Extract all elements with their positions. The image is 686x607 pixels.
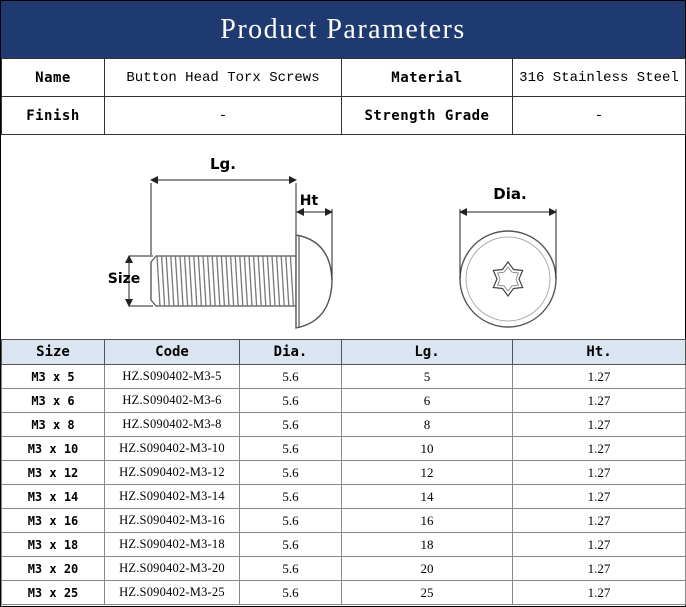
page-title: Product Parameters (1, 1, 685, 58)
header-lg: Lg. (341, 339, 513, 365)
cell-lg: 14 (341, 484, 513, 509)
cell-lg: 18 (341, 532, 513, 557)
table-row: M3 x 25 HZ.S090402-M3-25 5.6 25 1.27 (1, 580, 686, 605)
table-row: M3 x 8 HZ.S090402-M3-8 5.6 8 1.27 (1, 412, 686, 437)
ht-dimension: Ht (296, 193, 333, 280)
grade-label: Strength Grade (341, 96, 513, 135)
name-label: Name (1, 58, 105, 97)
size-label: Size (108, 271, 141, 287)
cell-lg: 6 (341, 388, 513, 413)
cell-lg: 5 (341, 364, 513, 389)
cell-dia: 5.6 (239, 484, 342, 509)
cell-ht: 1.27 (512, 388, 686, 413)
cell-code: HZ.S090402-M3-14 (104, 484, 240, 509)
cell-dia: 5.6 (239, 436, 342, 461)
table-row: M3 x 20 HZ.S090402-M3-20 5.6 20 1.27 (1, 556, 686, 581)
cell-size: M3 x 6 (1, 388, 105, 413)
cell-lg: 12 (341, 460, 513, 485)
torx-recess-icon (492, 260, 524, 298)
cell-dia: 5.6 (239, 364, 342, 389)
header-code: Code (104, 339, 240, 365)
cell-ht: 1.27 (512, 484, 686, 509)
screw-front-view (459, 230, 557, 328)
dia-dimension: Dia. (459, 185, 557, 279)
cell-size: M3 x 18 (1, 532, 105, 557)
specs-header-row: Size Code Dia. Lg. Ht. (1, 339, 686, 365)
header-size: Size (1, 339, 105, 365)
screw-side-view (150, 234, 333, 329)
cell-code: HZ.S090402-M3-8 (104, 412, 240, 437)
cell-ht: 1.27 (512, 460, 686, 485)
header-dia: Dia. (239, 339, 342, 365)
cell-size: M3 x 10 (1, 436, 105, 461)
specs-table: Size Code Dia. Lg. Ht. M3 x 5 HZ.S090402-… (1, 339, 686, 605)
cell-lg: 20 (341, 556, 513, 581)
header-ht: Ht. (512, 339, 686, 365)
material-value: 316 Stainless Steel (512, 58, 686, 97)
material-label: Material (341, 58, 513, 97)
screw-drawing: Lg. Ht Size (108, 155, 557, 329)
table-row: M3 x 6 HZ.S090402-M3-6 5.6 6 1.27 (1, 388, 686, 413)
table-row: M3 x 18 HZ.S090402-M3-18 5.6 18 1.27 (1, 532, 686, 557)
params-table: Name Button Head Torx Screws Material 31… (1, 58, 686, 135)
cell-ht: 1.27 (512, 364, 686, 389)
cell-code: HZ.S090402-M3-5 (104, 364, 240, 389)
cell-dia: 5.6 (239, 556, 342, 581)
lg-label: Lg. (210, 155, 236, 173)
table-row: M3 x 5 HZ.S090402-M3-5 5.6 5 1.27 (1, 364, 686, 389)
cell-dia: 5.6 (239, 388, 342, 413)
torx-inner-icon (497, 266, 519, 292)
cell-size: M3 x 25 (1, 580, 105, 605)
cell-size: M3 x 5 (1, 364, 105, 389)
cell-ht: 1.27 (512, 580, 686, 605)
ht-label: Ht (300, 193, 319, 209)
grade-value: - (512, 96, 686, 135)
cell-code: HZ.S090402-M3-12 (104, 460, 240, 485)
params-row-finish: Finish - Strength Grade - (1, 96, 686, 135)
lg-dimension: Lg. (150, 155, 297, 255)
cell-lg: 16 (341, 508, 513, 533)
name-value: Button Head Torx Screws (104, 58, 342, 97)
cell-code: HZ.S090402-M3-20 (104, 556, 240, 581)
cell-size: M3 x 14 (1, 484, 105, 509)
cell-code: HZ.S090402-M3-6 (104, 388, 240, 413)
cell-ht: 1.27 (512, 508, 686, 533)
table-row: M3 x 14 HZ.S090402-M3-14 5.6 14 1.27 (1, 484, 686, 509)
cell-dia: 5.6 (239, 508, 342, 533)
cell-dia: 5.6 (239, 580, 342, 605)
cell-size: M3 x 20 (1, 556, 105, 581)
cell-size: M3 x 12 (1, 460, 105, 485)
cell-ht: 1.27 (512, 436, 686, 461)
cell-dia: 5.6 (239, 460, 342, 485)
cell-code: HZ.S090402-M3-10 (104, 436, 240, 461)
finish-label: Finish (1, 96, 105, 135)
cell-lg: 8 (341, 412, 513, 437)
cell-code: HZ.S090402-M3-25 (104, 580, 240, 605)
cell-code: HZ.S090402-M3-16 (104, 508, 240, 533)
cell-lg: 10 (341, 436, 513, 461)
size-dimension: Size (108, 255, 153, 307)
cell-ht: 1.27 (512, 412, 686, 437)
cell-lg: 25 (341, 580, 513, 605)
table-row: M3 x 16 HZ.S090402-M3-16 5.6 16 1.27 (1, 508, 686, 533)
cell-ht: 1.27 (512, 556, 686, 581)
cell-ht: 1.27 (512, 532, 686, 557)
cell-code: HZ.S090402-M3-18 (104, 532, 240, 557)
cell-dia: 5.6 (239, 532, 342, 557)
cell-dia: 5.6 (239, 412, 342, 437)
technical-drawing: Lg. Ht Size (1, 134, 685, 340)
table-row: M3 x 10 HZ.S090402-M3-10 5.6 10 1.27 (1, 436, 686, 461)
cell-size: M3 x 16 (1, 508, 105, 533)
cell-size: M3 x 8 (1, 412, 105, 437)
finish-value: - (104, 96, 342, 135)
dia-label: Dia. (493, 185, 526, 203)
table-row: M3 x 12 HZ.S090402-M3-12 5.6 12 1.27 (1, 460, 686, 485)
params-row-name: Name Button Head Torx Screws Material 31… (1, 58, 686, 97)
